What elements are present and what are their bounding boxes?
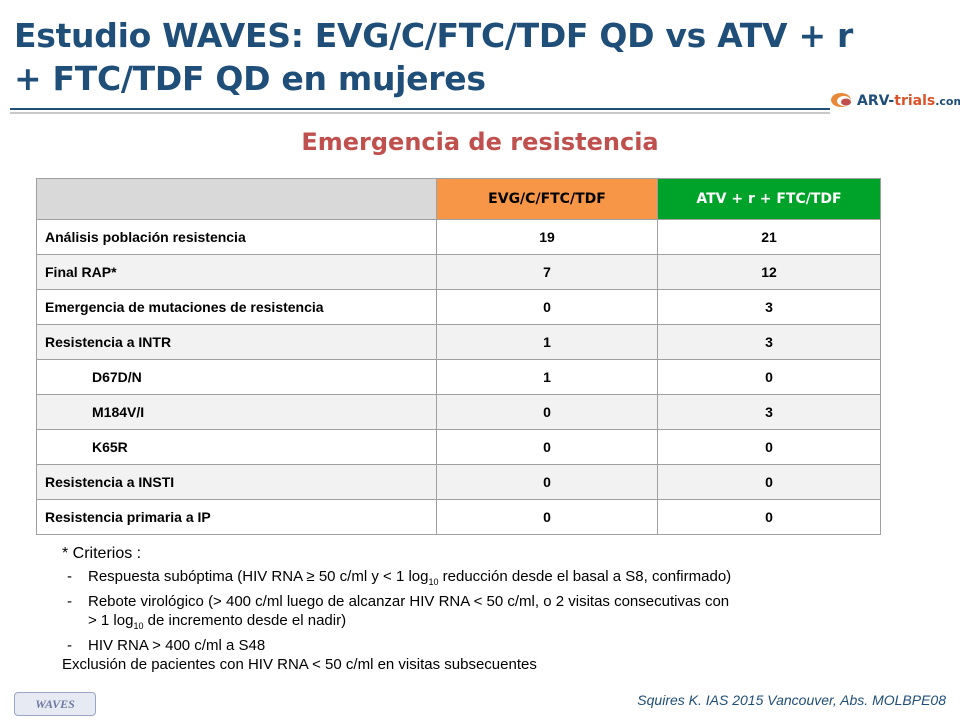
cell-atv: 3 [657,324,881,360]
table-row: Resistencia primaria a IP 0 0 [36,499,881,535]
row-label: K65R [36,429,437,465]
cell-atv: 12 [657,254,881,290]
row-label: Resistencia a INTR [36,324,437,360]
table-row: Resistencia a INSTI 0 0 [36,464,881,500]
dash-bullet: - [67,568,72,585]
criteria-item: - HIV RNA > 400 c/ml a S48 [67,637,266,654]
cell-evg: 0 [436,394,658,430]
table-header-row: EVG/C/FTC/TDF ATV + r + FTC/TDF [36,178,881,220]
cell-atv: 3 [657,289,881,325]
row-label: M184V/I [36,394,437,430]
criteria-heading: * Criterios : [62,545,142,562]
row-label: Resistencia primaria a IP [36,499,437,535]
cell-evg: 1 [436,359,658,395]
cell-atv: 0 [657,499,881,535]
table-row: Emergencia de mutaciones de resistencia … [36,289,881,325]
study-badge: WAVES [14,692,96,716]
header-evg: EVG/C/FTC/TDF [436,178,658,220]
row-label: Final RAP* [36,254,437,290]
table-row: Resistencia a INTR 1 3 [36,324,881,360]
criteria-footer: Exclusión de pacientes con HIV RNA < 50 … [62,656,537,673]
cell-evg: 19 [436,219,658,255]
cell-evg: 7 [436,254,658,290]
criteria-notes: * Criterios : - Respuesta subóptima (HIV … [62,544,942,674]
table-row: M184V/I 0 3 [36,394,881,430]
cell-evg: 1 [436,324,658,360]
criteria-item: - Respuesta subóptima (HIV RNA ≥ 50 c/ml … [67,568,732,587]
table-row: Análisis población resistencia 19 21 [36,219,881,255]
row-label: D67D/N [36,359,437,395]
cell-atv: 3 [657,394,881,430]
slide-title: Estudio WAVES: EVG/C/FTC/TDF QD vs ATV +… [14,14,914,100]
cell-evg: 0 [436,289,658,325]
dash-bullet: - [67,637,72,654]
row-label: Análisis población resistencia [36,219,437,255]
table-row: K65R 0 0 [36,429,881,465]
cell-evg: 0 [436,499,658,535]
cell-evg: 0 [436,429,658,465]
arv-trials-logo: ARV-trials.com [830,88,960,116]
slide-title-line2: + FTC/TDF QD en mujeres [14,59,486,98]
logo-text: ARV-trials.com [857,93,960,109]
slide-title-line1: Estudio WAVES: EVG/C/FTC/TDF QD vs ATV +… [14,16,853,55]
header-atv: ATV + r + FTC/TDF [657,178,881,220]
criteria-item: - Rebote virológico (> 400 c/ml luego de … [67,593,730,631]
table-row: Final RAP* 7 12 [36,254,881,290]
title-divider [10,108,830,114]
cell-atv: 21 [657,219,881,255]
cell-atv: 0 [657,359,881,395]
header-blank-cell [36,178,437,220]
dash-bullet: - [67,593,72,610]
cell-atv: 0 [657,429,881,465]
logo-swirl-icon [831,93,851,107]
section-subtitle: Emergencia de resistencia [301,128,659,156]
row-label: Resistencia a INSTI [36,464,437,500]
cell-atv: 0 [657,464,881,500]
table-row: D67D/N 1 0 [36,359,881,395]
row-label: Emergencia de mutaciones de resistencia [36,289,437,325]
cell-evg: 0 [436,464,658,500]
resistance-table: EVG/C/FTC/TDF ATV + r + FTC/TDF Análisis… [36,178,881,535]
citation: Squires K. IAS 2015 Vancouver, Abs. MOLB… [637,692,946,708]
